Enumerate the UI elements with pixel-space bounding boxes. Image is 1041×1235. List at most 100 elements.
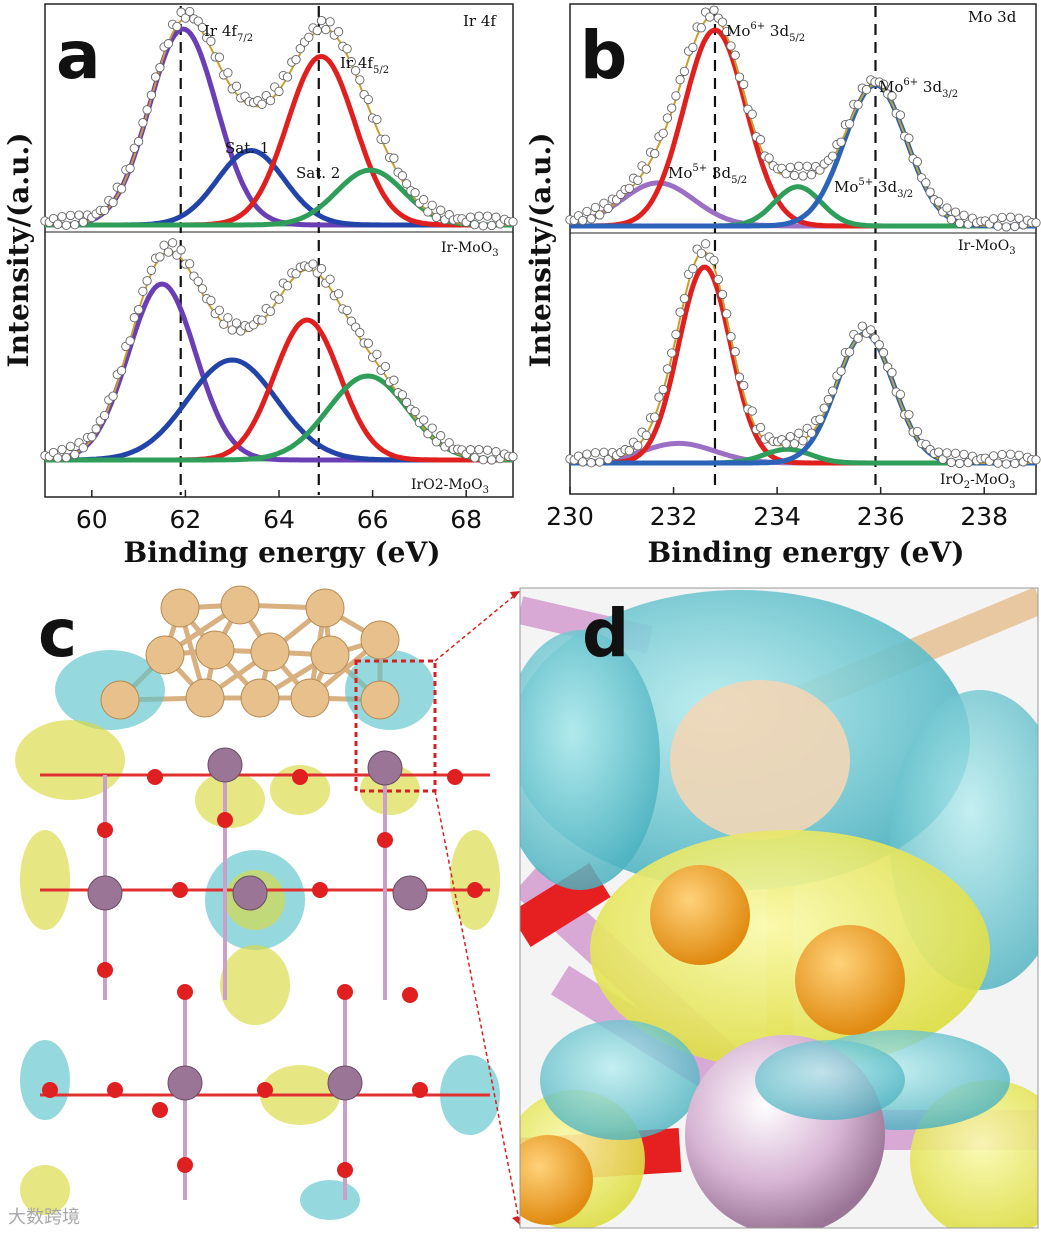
b-bot-data-point (671, 329, 681, 340)
a-bot-data-point (291, 269, 301, 279)
b-top-data-point (679, 66, 690, 77)
a-top-data-point (274, 86, 284, 97)
a-bot-data-point (436, 431, 446, 441)
b-top-data-point (764, 153, 774, 163)
a-top-data-point (223, 68, 233, 78)
a-top-data-point (146, 90, 157, 100)
a-bot-data-point (231, 318, 242, 328)
b-bot-data-point (959, 449, 969, 460)
a-bot-data-point (397, 390, 408, 400)
a-top-data-point (61, 220, 71, 230)
panel-a-top-sample-label: Ir-MoO3 (441, 240, 499, 259)
a-top-data-point (491, 212, 501, 222)
a-top-data-point (304, 32, 314, 42)
panel-b-x-axis-title: Binding energy (eV) (648, 536, 965, 569)
panel-b-bottom-sample-label: IrO2-MoO3 (940, 472, 1015, 491)
panel-d-content: d (520, 588, 1038, 1228)
a-bot-data-point (325, 274, 335, 284)
a-top-data-point (231, 81, 242, 91)
oxygen-atom (412, 1082, 428, 1098)
a-bot-data-point (223, 313, 233, 323)
b-bot-data-point (844, 347, 855, 357)
a-bot-data-point (146, 265, 157, 275)
b-top-data-point (950, 207, 961, 217)
b-bot-data-point (624, 446, 634, 456)
a-bot-data-point (342, 305, 352, 316)
b-bot-data-point (836, 366, 846, 376)
panel-b-y-axis-title: Intensity/(a.u.) (524, 133, 557, 368)
oxygen-atom (337, 984, 353, 1000)
a-top-data-point (197, 22, 208, 33)
a-tick-label-3: 66 (357, 505, 389, 534)
a-top-data-point (312, 25, 322, 36)
oxygen-atom (217, 812, 233, 828)
b-bot-data-point (603, 454, 613, 465)
a-bot-data-point (308, 259, 318, 269)
a-top-envelope (44, 16, 513, 226)
a-bot-data-point (487, 455, 497, 465)
a-bot-data-point (176, 245, 186, 255)
b-top-data-point (946, 214, 956, 225)
b-bot-data-point (866, 325, 876, 335)
mo-atom (327, 1065, 363, 1101)
a-top-data-point (342, 44, 352, 54)
b-bot-data-point (912, 426, 923, 437)
panel-c-charge-density-structure: c (15, 585, 500, 1222)
a-top-data-point (508, 217, 518, 227)
ir-cluster-atom (305, 588, 345, 628)
b-bot-data-point (963, 457, 973, 468)
a-top-data-point (346, 57, 356, 67)
a-tick-label-1: 62 (169, 505, 201, 534)
a-bot-data-point (70, 449, 80, 460)
b-top-data-point (730, 50, 740, 60)
ir-cluster-atom (195, 630, 235, 670)
b-top-peak-3 (570, 82, 1036, 229)
b-bot-data-point (739, 380, 749, 391)
b-bot-data-point (722, 309, 732, 319)
a-bot-data-point (470, 453, 480, 463)
b-bot-data-point (730, 347, 740, 357)
a-bot-data-point (465, 445, 476, 455)
b-top-data-point (1031, 218, 1041, 228)
a-bot-data-point (99, 410, 110, 421)
a-top-data-point (282, 72, 293, 82)
b-top-peak-1 (570, 27, 1036, 229)
oxygen-atom (177, 1157, 193, 1173)
panel-b-x-ticks: 230 232 234 236 238 (546, 487, 1008, 531)
ir-cluster-atom (250, 632, 290, 672)
b-top-data-point (955, 218, 965, 228)
a-bot-data-point (410, 406, 420, 417)
b-bot-data-point (853, 333, 863, 343)
oxygen-atom (377, 832, 393, 848)
zoom-arrow-head-top (510, 591, 520, 599)
oxygen-atom (172, 882, 188, 898)
ir-cluster-atom (185, 678, 225, 718)
a-bot-data-point (427, 423, 437, 433)
b-top-data-point (878, 79, 889, 89)
b-top-data-point (828, 151, 838, 161)
b-top-data-point (887, 91, 897, 101)
b-top-data-point (667, 103, 677, 113)
b-top-data-point (755, 135, 766, 145)
panel-b-letter: b (580, 17, 627, 94)
a-bot-data-point (474, 444, 484, 455)
oxygen-atom (107, 1082, 123, 1098)
a-top-data-point (482, 211, 493, 221)
a-bot-data-point (508, 451, 518, 462)
b-bot-data-point (878, 348, 889, 358)
a-bot-data-point (61, 452, 71, 463)
oxygen-atom (97, 962, 113, 978)
b-top-data-point (641, 164, 651, 174)
a-top-data-point (57, 211, 67, 222)
panel-a-x-axis-title: Binding energy (eV) (124, 536, 441, 569)
a-top-data-point (214, 52, 225, 62)
b-top-data-point (912, 157, 923, 167)
b-top-data-point (933, 197, 944, 207)
ir-cluster-atom (360, 680, 400, 720)
b-top-data-point (586, 214, 596, 224)
b-bot-data-point (904, 409, 914, 420)
panel-b-bottom-spectrum (565, 239, 1041, 469)
a-top-data-point (133, 136, 144, 147)
mo-atom (232, 875, 268, 911)
mo-atom (87, 875, 123, 911)
